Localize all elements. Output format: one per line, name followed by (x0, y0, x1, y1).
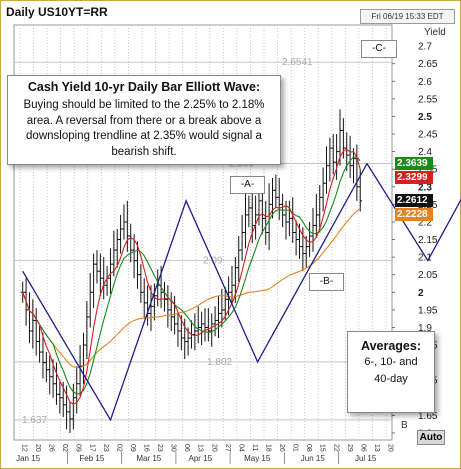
y-tick-label: 2.6 (418, 77, 432, 88)
x-tick-label: 09 (75, 444, 82, 452)
price-tag-ma40: 2.2228 (395, 208, 433, 221)
x-tick-label: 29 (346, 444, 353, 452)
y-tick-label: 2.7 (418, 42, 432, 53)
wave-label-c: -C- (361, 40, 397, 58)
callout-body: Buying should be limited to the 2.25% to… (23, 99, 265, 158)
x-tick-label: 18 (265, 444, 272, 452)
x-month-label: May 15 (244, 454, 271, 463)
x-tick-label: 11 (251, 444, 258, 451)
y-tick-label: 2.45 (418, 130, 438, 141)
chart-title: Daily US10YT=RR (6, 5, 108, 19)
x-tick-label: 12 (21, 444, 28, 452)
x-month-label: Jan 15 (16, 454, 41, 463)
y-tick-label: 2.15 (418, 235, 438, 246)
y-tick-label: 2.35 (418, 165, 438, 176)
y-tick-label: 2.3 (418, 182, 432, 193)
y-tick-label: 2.5 (418, 112, 432, 123)
y-tick-label: 1.65 (418, 411, 438, 422)
y-tick-label: 2.4 (418, 147, 432, 158)
y-tick-label: 2.2 (418, 217, 432, 228)
x-tick-label: 06 (359, 444, 366, 452)
x-tick-label: 20 (34, 444, 41, 452)
plot-area (13, 24, 393, 441)
x-tick-label: 08 (305, 444, 312, 452)
reference-label: 1.802 (207, 357, 232, 368)
y-tick-label: 1.95 (418, 305, 438, 316)
x-tick-label: 27 (224, 444, 231, 452)
x-month-label: Apr 15 (188, 454, 212, 463)
x-tick-label: 15 (319, 444, 326, 452)
b-marker: B (401, 420, 408, 431)
reference-label: 2.6541 (282, 57, 313, 68)
y-axis-label: Yield (424, 27, 446, 38)
x-tick-label: 23 (102, 444, 109, 452)
analysis-callout: Cash Yield 10-yr Daily Bar Elliott Wave:… (7, 75, 281, 165)
x-tick-label: 30 (170, 444, 177, 452)
x-month-label: Jul 15 (355, 454, 377, 463)
x-tick-label: 26 (48, 444, 55, 452)
auto-scale-button[interactable]: Auto (417, 430, 445, 445)
timestamp-display: Fri 06/19 15:33 EDT (360, 9, 455, 24)
wave-label-a: -A- (230, 176, 265, 194)
price-tag-ma6: 2.3299 (395, 171, 433, 184)
price-tag-ma10: 2.3639 (395, 157, 433, 170)
x-tick-label: 20 (210, 444, 217, 452)
price-tag-last: 2.2612 (395, 194, 433, 207)
averages-legend: Averages: 6-, 10- and 40-day (347, 331, 435, 413)
x-tick-label: 01 (292, 444, 299, 452)
y-tick-label: 2.1 (418, 253, 432, 264)
y-tick-label: 1.9 (418, 323, 432, 334)
reference-label: 1.637 (22, 415, 47, 426)
x-tick-label: 20 (387, 444, 394, 452)
x-tick-label: 06 (183, 444, 190, 452)
averages-title: Averages: (361, 339, 421, 353)
x-tick-label: 16 (143, 444, 150, 452)
x-month-label: Feb 15 (79, 454, 104, 463)
y-tick-label: 2.05 (418, 270, 438, 281)
y-tick-label: 2.65 (418, 59, 438, 70)
wave-label-b: -B- (309, 273, 344, 291)
y-tick-label: 2.55 (418, 94, 438, 105)
callout-title: Cash Yield 10-yr Daily Bar Elliott Wave: (27, 80, 261, 94)
x-tick-label: 13 (373, 444, 380, 452)
x-tick-label: 02 (115, 444, 122, 452)
ma10-line (22, 156, 361, 395)
x-tick-label: 26 (278, 444, 285, 452)
x-tick-label: 23 (156, 444, 163, 452)
averages-line1: 6-, 10- and (364, 356, 418, 368)
x-month-label: Jun 15 (301, 454, 326, 463)
averages-line2: 40-day (374, 373, 408, 385)
x-month-label: Mar 15 (136, 454, 161, 463)
y-tick-label: 2 (418, 288, 424, 299)
ma6-line (22, 148, 361, 405)
x-tick-label: 13 (197, 444, 204, 452)
x-tick-label: 04 (237, 444, 244, 452)
x-tick-label: 09 (129, 444, 136, 452)
x-tick-label: 17 (88, 444, 95, 452)
x-tick-label: 02 (61, 444, 68, 452)
x-tick-label: 22 (332, 444, 339, 452)
